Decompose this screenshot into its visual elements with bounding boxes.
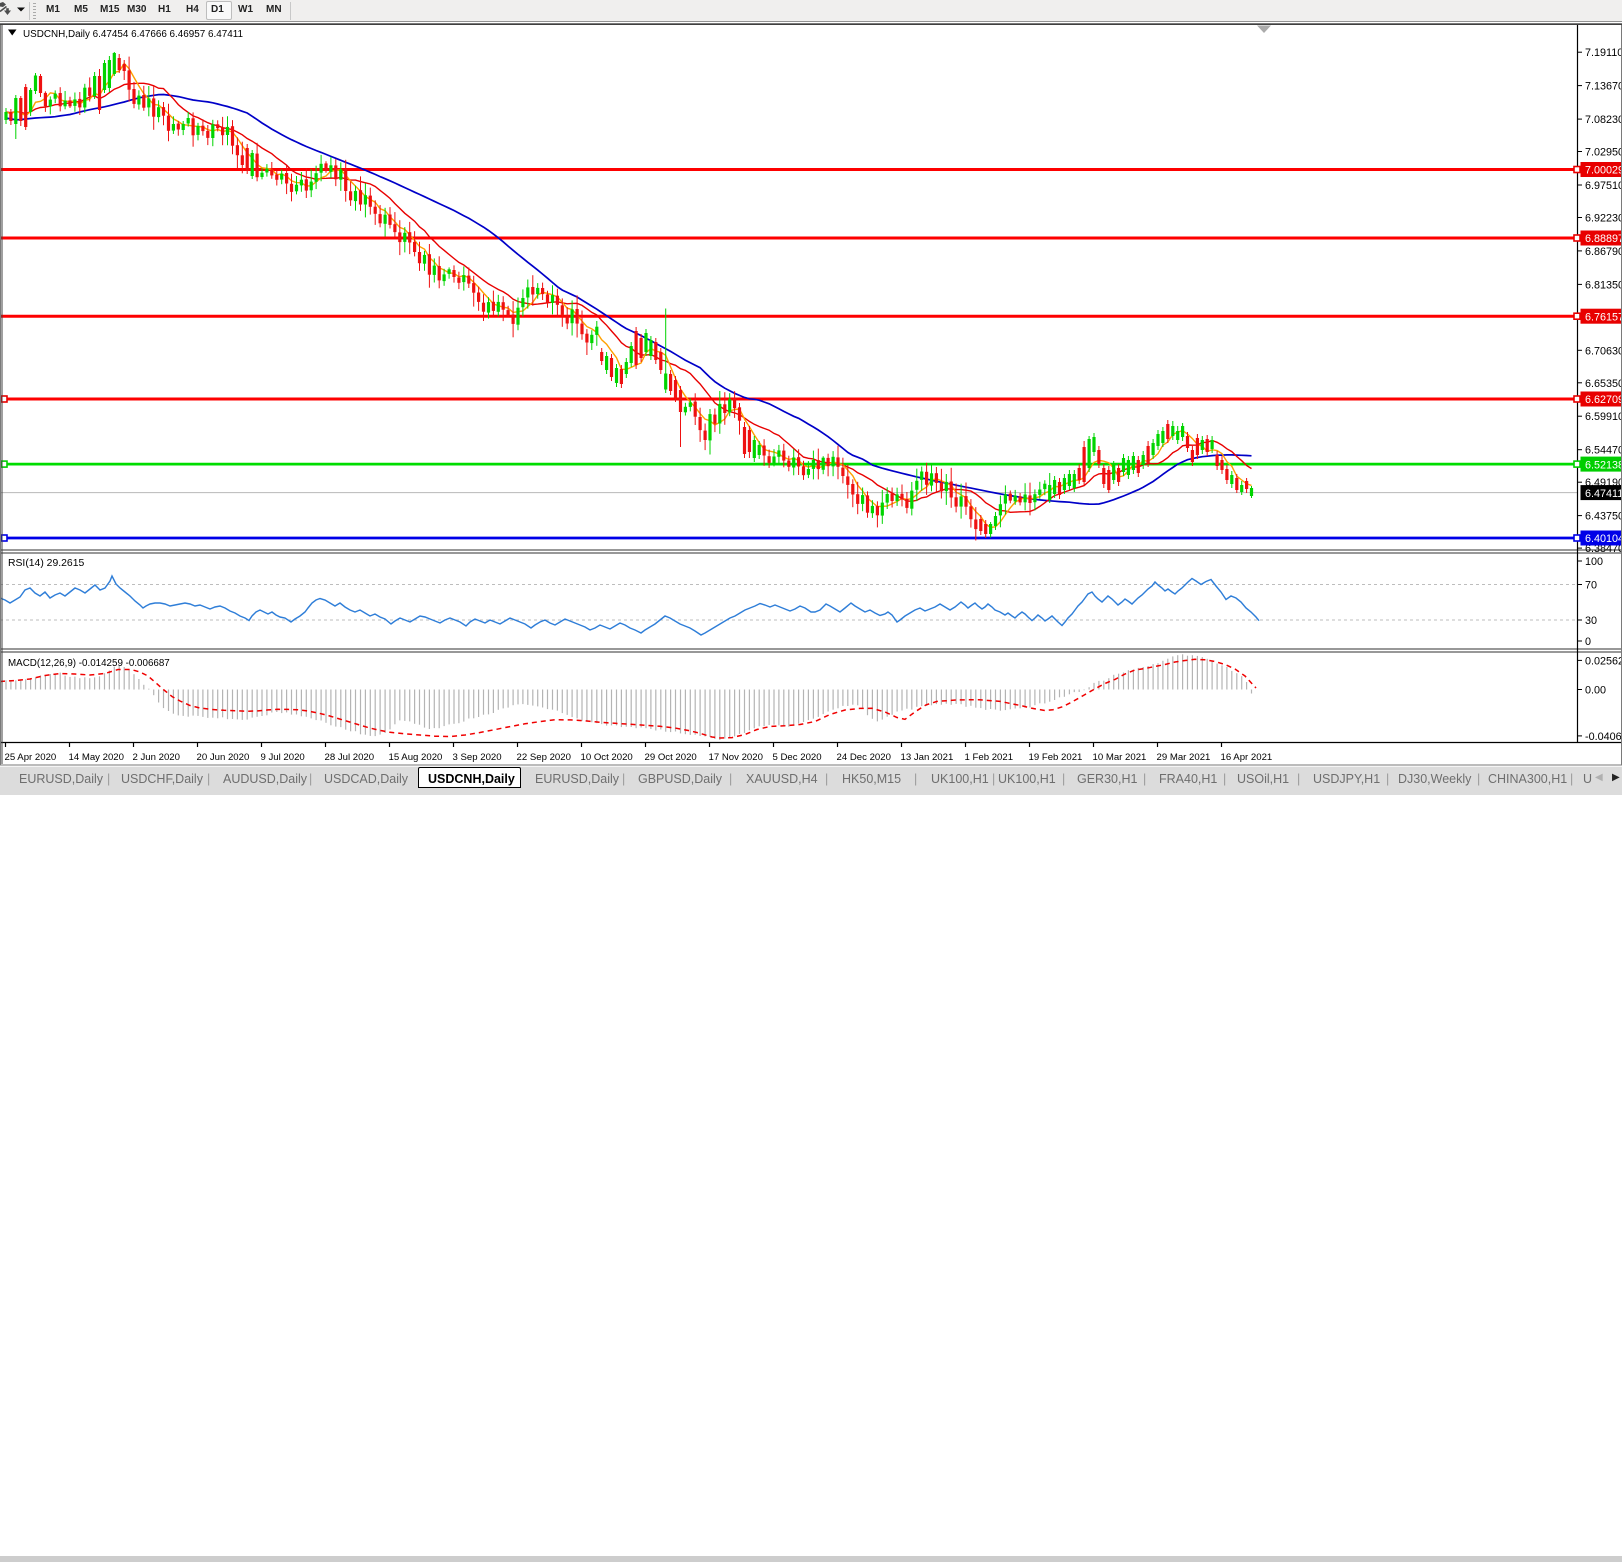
svg-text:0.00: 0.00 <box>1585 685 1606 697</box>
svg-text:5 Dec 2020: 5 Dec 2020 <box>773 752 822 763</box>
svg-text:28 Jul 2020: 28 Jul 2020 <box>325 752 375 763</box>
svg-text:10 Oct 2020: 10 Oct 2020 <box>581 752 633 763</box>
svg-text:25 Apr 2020: 25 Apr 2020 <box>5 752 57 763</box>
svg-text:7.13670: 7.13670 <box>1585 81 1622 93</box>
svg-text:6.92230: 6.92230 <box>1585 213 1622 225</box>
svg-text:6.52138: 6.52138 <box>1585 459 1622 471</box>
svg-text:6.70630: 6.70630 <box>1585 345 1622 357</box>
svg-text:MACD(12,26,9) -0.014259 -0.006: MACD(12,26,9) -0.014259 -0.006687 <box>8 658 170 669</box>
svg-text:1 Feb 2021: 1 Feb 2021 <box>965 752 1014 763</box>
svg-text:29 Mar 2021: 29 Mar 2021 <box>1157 752 1211 763</box>
svg-text:RSI(14) 29.2615: RSI(14) 29.2615 <box>8 558 84 569</box>
svg-text:USDCNH,Daily 6.47454 6.47666: USDCNH,Daily 6.47454 6.47666 6.46957 6.4… <box>23 29 243 40</box>
svg-text:16 Apr 2021: 16 Apr 2021 <box>1221 752 1273 763</box>
svg-text:2 Jun 2020: 2 Jun 2020 <box>133 752 180 763</box>
svg-text:7.00029: 7.00029 <box>1585 165 1622 177</box>
svg-text:6.65350: 6.65350 <box>1585 378 1622 390</box>
svg-text:3 Sep 2020: 3 Sep 2020 <box>453 752 502 763</box>
svg-text:19 Feb 2021: 19 Feb 2021 <box>1029 752 1083 763</box>
svg-text:15 Aug 2020: 15 Aug 2020 <box>389 752 443 763</box>
svg-text:6.76157: 6.76157 <box>1585 311 1622 323</box>
svg-text:22 Sep 2020: 22 Sep 2020 <box>517 752 571 763</box>
svg-text:6.62709: 6.62709 <box>1585 394 1622 406</box>
svg-text:0.025623: 0.025623 <box>1585 655 1622 667</box>
svg-text:6.40104: 6.40104 <box>1585 533 1622 545</box>
svg-text:6.54470: 6.54470 <box>1585 445 1622 457</box>
svg-text:10 Mar 2021: 10 Mar 2021 <box>1093 752 1147 763</box>
svg-text:0: 0 <box>1585 636 1591 648</box>
svg-text:6.97510: 6.97510 <box>1585 180 1622 192</box>
svg-text:13 Jan 2021: 13 Jan 2021 <box>901 752 954 763</box>
svg-text:6.43750: 6.43750 <box>1585 511 1622 523</box>
svg-text:6.81350: 6.81350 <box>1585 279 1622 291</box>
svg-text:30: 30 <box>1585 615 1597 627</box>
svg-text:70: 70 <box>1585 580 1597 592</box>
svg-text:6.88897: 6.88897 <box>1585 233 1622 245</box>
svg-text:6.59910: 6.59910 <box>1585 411 1622 423</box>
svg-text:7.02950: 7.02950 <box>1585 147 1622 159</box>
svg-text:7.19110: 7.19110 <box>1585 47 1622 59</box>
svg-text:24 Dec 2020: 24 Dec 2020 <box>837 752 891 763</box>
svg-text:-0.04068: -0.04068 <box>1585 731 1622 743</box>
svg-text:14 May 2020: 14 May 2020 <box>69 752 124 763</box>
svg-text:9 Jul 2020: 9 Jul 2020 <box>261 752 305 763</box>
svg-text:6.47411: 6.47411 <box>1585 488 1622 500</box>
svg-text:6.86790: 6.86790 <box>1585 246 1622 258</box>
svg-text:7.08230: 7.08230 <box>1585 114 1622 126</box>
svg-text:100: 100 <box>1585 556 1603 568</box>
svg-text:29 Oct 2020: 29 Oct 2020 <box>645 752 697 763</box>
svg-text:20 Jun 2020: 20 Jun 2020 <box>197 752 250 763</box>
svg-text:17 Nov 2020: 17 Nov 2020 <box>709 752 763 763</box>
